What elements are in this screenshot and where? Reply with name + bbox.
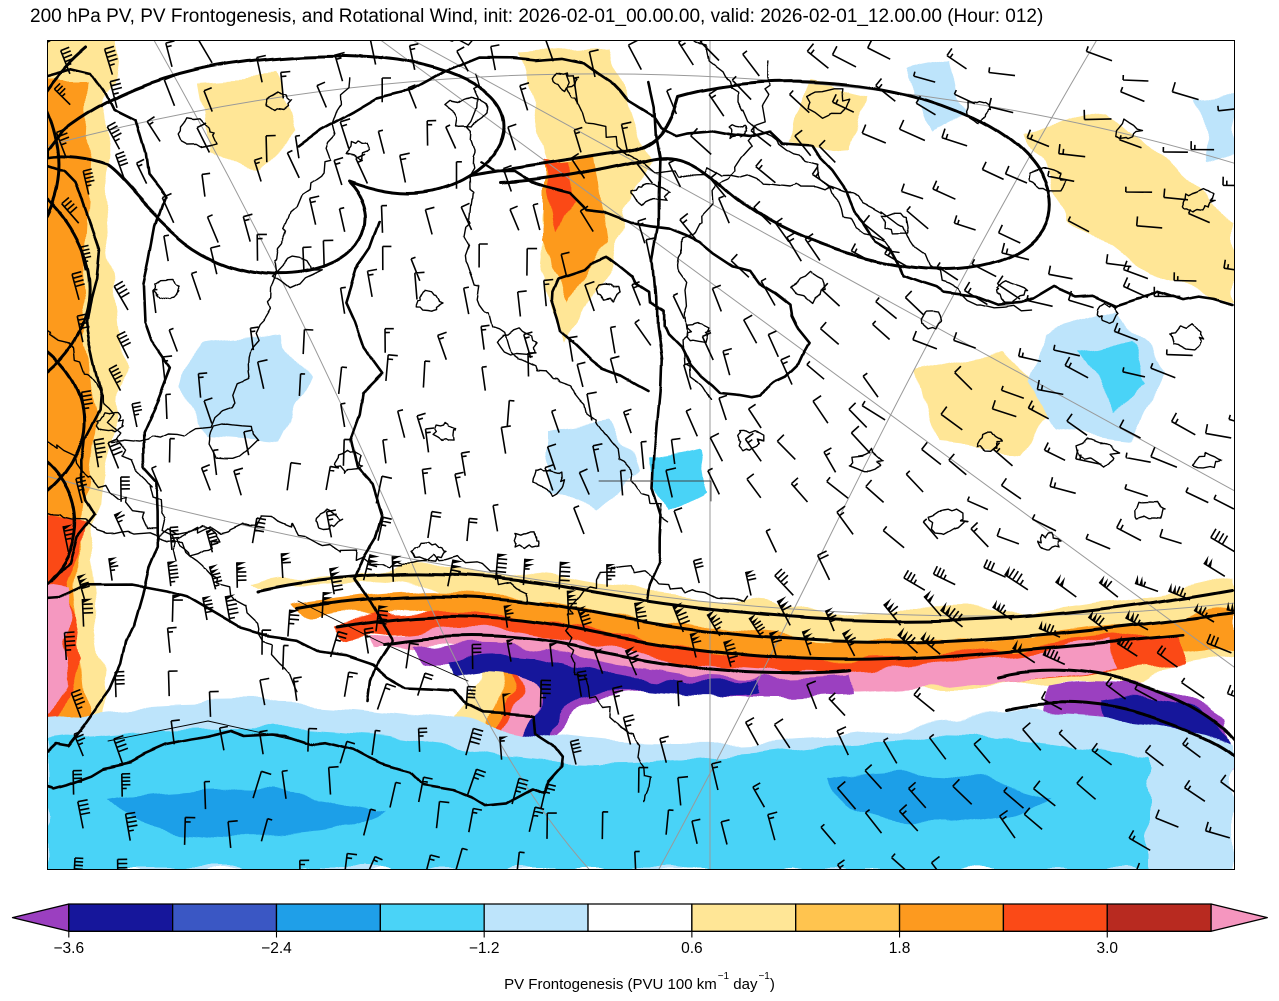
svg-text:−3.6: −3.6 [53, 940, 84, 957]
svg-text:1.8: 1.8 [889, 940, 911, 957]
svg-text:−2.4: −2.4 [261, 940, 292, 957]
svg-text:0.6: 0.6 [681, 940, 703, 957]
svg-text:−1.2: −1.2 [469, 940, 500, 957]
svg-text:3.0: 3.0 [1096, 940, 1118, 957]
